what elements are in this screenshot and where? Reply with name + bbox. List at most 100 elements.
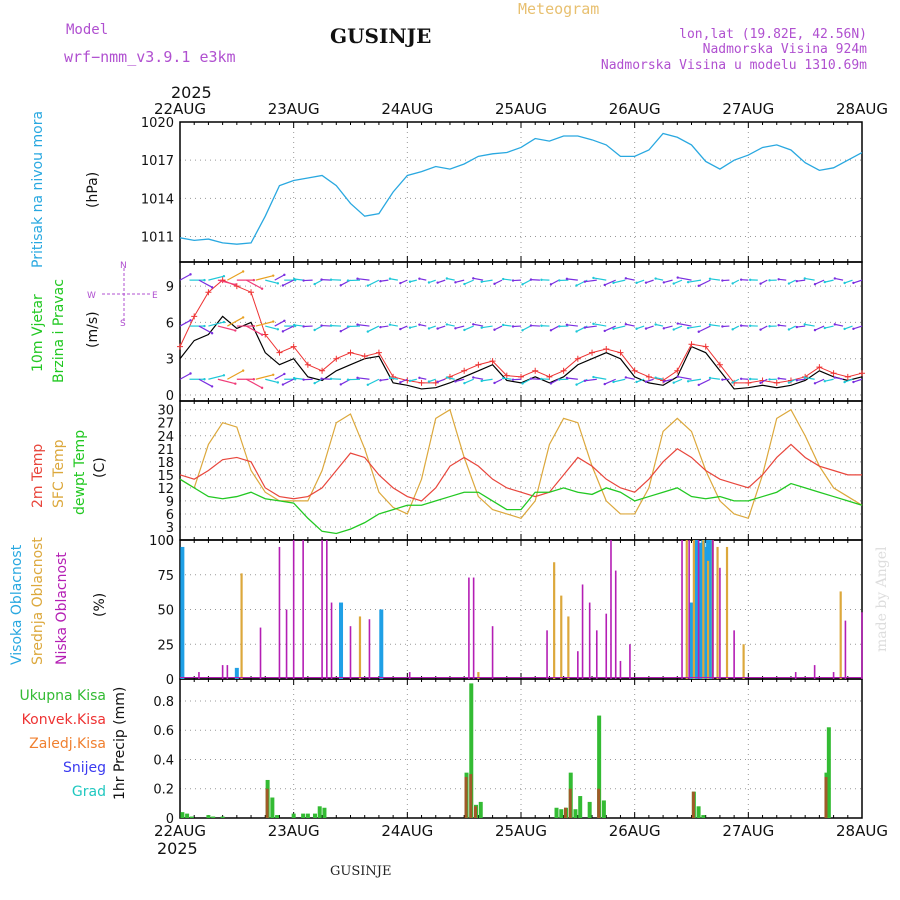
wind-arrow-head [493,328,496,331]
conv-precip-bar [568,788,572,818]
wind-arrow [367,325,380,333]
wind-arrow-head [624,277,628,280]
total-precip-bar [185,813,190,818]
wind-arrow [198,279,213,288]
wind-arrow-head [302,325,305,328]
pressure-ytick: 1017 [141,154,174,169]
wind-arrow-head [721,378,724,381]
wind-arrow-head [635,281,638,285]
wind-arrow-head [777,324,780,327]
xlabel-top: 23AUG [268,100,320,118]
total-precip-bar [696,806,701,818]
total-precip-bar [220,816,225,818]
wind-arrow [274,373,285,380]
temp-unit: (C) [92,457,108,478]
wind-arrow [844,325,853,330]
wind-arrow-head [399,381,402,384]
temperature-ytick: 18 [157,456,174,471]
wind-arrow-head [813,282,817,286]
wind-arrow [494,378,503,384]
wind-arrow-head [662,327,666,330]
cloud-mid-label: Srednja Oblacnost [30,537,46,665]
year-top: 2025 [171,83,212,102]
wind-ytick: 9 [166,280,174,295]
pressure-unit: (hPa) [85,172,101,208]
wind-arrow-head [399,281,402,285]
wind-arrow-head [565,376,569,380]
wind-arrow-head [592,375,595,379]
wind-arrow-head [189,372,192,375]
high-cloud-bar [698,542,703,679]
precip-ytick: 0.6 [153,724,174,739]
cloud-ytick: 50 [157,604,174,619]
wind-arrow-head [329,377,333,381]
wind-arrow-head [708,323,712,326]
model-label: Model [66,22,108,38]
wind-arrow [613,279,626,284]
wind-arrow-head [472,376,475,379]
wind-arrow [636,378,645,383]
pressure-ytick: 1014 [141,192,174,207]
wind-arrow [709,278,720,281]
wind-arrow-head [823,380,827,383]
wind-arrow [673,378,683,384]
conv-precip-bar [563,807,567,818]
wind-arrow [246,378,263,389]
wind-arrow-head [339,383,342,386]
wind-gust-marker [503,372,510,379]
low-cloud-bar [259,627,262,679]
wind-gust-marker [617,349,624,356]
wind-arrow [255,374,274,380]
wind-arrow-head [540,278,543,282]
wind-arrow [604,378,616,385]
wind-arrow [663,378,673,383]
wind-gust-marker [276,349,283,356]
wind-arrow [428,279,436,284]
wind-arrow [455,279,465,283]
wind-arrow-head [843,327,846,331]
wind-arrow-head [852,281,855,285]
wind-arrow [814,378,825,384]
wind-arrow-head [603,382,606,386]
wind-arrow-head [803,277,806,280]
total-precip-bar [469,683,474,818]
wind-arrow [796,279,806,282]
wind-arrow-head [768,378,771,381]
wind-arrow-head [418,323,421,326]
wind-arrow [814,325,825,331]
wind-arrow-head [366,284,370,287]
wind-arrow-head [366,383,370,386]
xlabel-bottom: 23AUG [268,822,320,840]
wind-arrow [380,325,389,328]
xlabel-bottom: 24AUG [381,822,433,840]
wind-arrow [645,378,654,383]
wind-arrow-head [241,316,245,319]
wind-arrow [698,279,711,287]
precip-legend-item: Zaledj.Kisa [29,736,106,752]
wind-arrow [824,378,834,382]
wind-arrow-head [813,382,817,385]
wind-arrow-head [260,333,264,336]
wind-arrow [698,378,711,386]
wind-arrow-head [803,376,806,379]
wind-arrow [294,377,304,380]
wind-gust-marker [745,379,752,386]
total-precip-bar [305,813,310,818]
wind-arrow [282,279,294,286]
wind-arrow [796,378,806,381]
conv-precip-bar [265,788,269,818]
sfc-temp-line [179,408,863,520]
wind-gust-marker [191,313,198,320]
wind-arrow-head [408,326,412,329]
wind-arrow-head [672,381,675,384]
wind-arrow-head [654,277,657,280]
wind-arrow-head [603,329,606,333]
wind-arrow-head [480,280,483,283]
total-precip-bar [597,715,602,818]
wind-arrow-head [302,279,305,282]
low-cloud-bar [368,619,371,679]
wind-arrow [853,325,863,330]
wind-arrow [834,277,844,281]
conv-precip-bar [597,788,601,818]
